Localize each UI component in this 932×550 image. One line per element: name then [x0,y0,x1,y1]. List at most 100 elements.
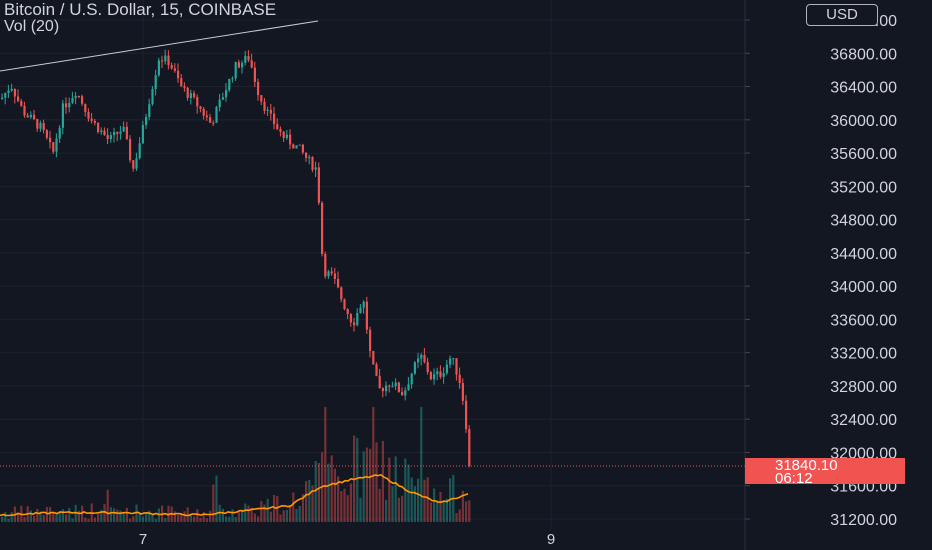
volume-bar [93,517,96,522]
candle-body [71,97,74,103]
candle-body [333,273,336,279]
candle-body [356,313,359,326]
candle-body [45,130,48,138]
candle-body [391,386,394,388]
candle-body [404,390,407,396]
volume-bar [285,509,288,522]
volume-bar [164,518,167,522]
candle-body [52,142,55,152]
candle-body [449,358,452,365]
volume-bar [413,486,416,522]
candle-body [260,95,263,102]
candle-body [189,93,192,98]
volume-bar [311,485,314,522]
candle-body [423,354,426,363]
volume-bar [212,484,215,522]
volume-bar [218,504,221,522]
volume-bar [468,500,471,522]
candle-body [170,64,173,69]
volume-bar [119,510,122,522]
candle-body [49,137,52,143]
candle-body [103,130,106,135]
candle-body [196,97,199,107]
candle-body [58,127,61,139]
chart-grid [0,0,745,530]
candle-body [65,103,68,108]
candle-body [372,350,375,365]
volume-bar [145,514,148,522]
candle-body [154,75,157,90]
y-tick-label: 34400.00 [830,246,897,263]
candle-body [218,99,221,108]
candle-body [13,88,16,97]
candle-body [87,111,90,119]
candle-body [177,70,180,79]
volume-bar [154,518,157,522]
volume-bar [305,481,308,522]
candle-body [119,131,122,134]
volume-bar [372,407,375,522]
candle-body [343,299,346,310]
volume-bar [343,488,346,522]
volume-bar [148,510,151,522]
trend-line[interactable] [0,20,319,72]
candle-body [433,374,436,380]
candle-body [324,253,327,277]
candle-body [439,371,442,377]
volume-bar [49,507,52,522]
volume-bar [381,440,384,522]
candle-body [417,358,420,363]
y-tick-label: 33600.00 [830,312,897,329]
volume-indicator-label[interactable]: Vol (20) [4,18,60,35]
currency-button[interactable]: USD [806,4,878,26]
volume-bar [17,513,20,522]
candle-body [385,385,388,392]
candle-body [285,134,288,139]
candle-body [173,68,176,71]
volume-bar [420,407,423,522]
trend-line-drawing[interactable] [0,20,319,72]
volume-bar [138,513,141,522]
candle-body [141,125,144,144]
candle-body [29,114,32,118]
volume-bar [61,509,64,522]
y-tick-label: 35200.00 [830,179,897,196]
candle-body [330,271,333,274]
candle-body [257,81,260,96]
candle-body [135,158,138,169]
volume-bar [36,508,39,522]
volume-bar [33,515,36,522]
y-tick-label: 33200.00 [830,346,897,363]
candle-body [253,67,256,82]
price-axis[interactable]: 37200.0036800.0036400.0036000.0035600.00… [745,13,897,529]
candle-body [116,131,119,134]
candle-body [202,108,205,116]
volume-bar [77,510,80,522]
volume-bar [68,507,71,522]
candle-body [151,89,154,105]
candle-body [148,104,151,117]
volume-bar [42,515,45,522]
volume-bar [199,517,202,522]
bar-countdown: 06:12 [775,470,813,487]
volume-bar [292,492,295,522]
volume-bar [442,501,445,522]
volume-bar [340,490,343,522]
volume-bar [39,511,42,522]
candle-body [349,313,352,323]
candle-body [161,60,164,62]
candle-body [397,382,400,392]
volume-bar [202,512,205,522]
volume-bar [327,463,330,522]
candle-body [221,97,224,100]
volume-bar [257,516,260,522]
candle-body [10,88,13,91]
volume-bar [125,507,128,522]
volume-bar [109,507,112,522]
volume-bar [23,517,26,522]
volume-bar [401,495,404,522]
candle-body [282,131,285,139]
volume-bar [436,500,439,522]
